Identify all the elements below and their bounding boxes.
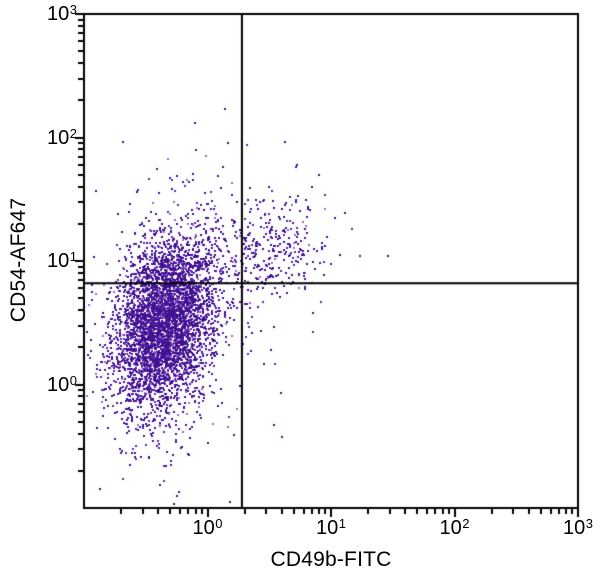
x-axis-tick-label-10e2: 102 — [439, 516, 470, 539]
y-axis-tick-label-10e1: 101 — [47, 249, 77, 272]
x-axis-title: CD49b-FITC — [270, 548, 392, 571]
y-axis-tick-label-10e0: 100 — [47, 372, 77, 396]
x-axis-tick-label-10e3: 103 — [563, 516, 593, 539]
x-axis-tick-label-10e1: 101 — [316, 516, 346, 539]
y-axis-tick-label-10e2: 102 — [47, 125, 77, 149]
x-axis-tick-label-10e0: 100 — [192, 516, 223, 539]
y-axis-tick-label-10e3: 103 — [47, 2, 77, 25]
y-axis-title: CD54-AF647 — [7, 197, 30, 323]
